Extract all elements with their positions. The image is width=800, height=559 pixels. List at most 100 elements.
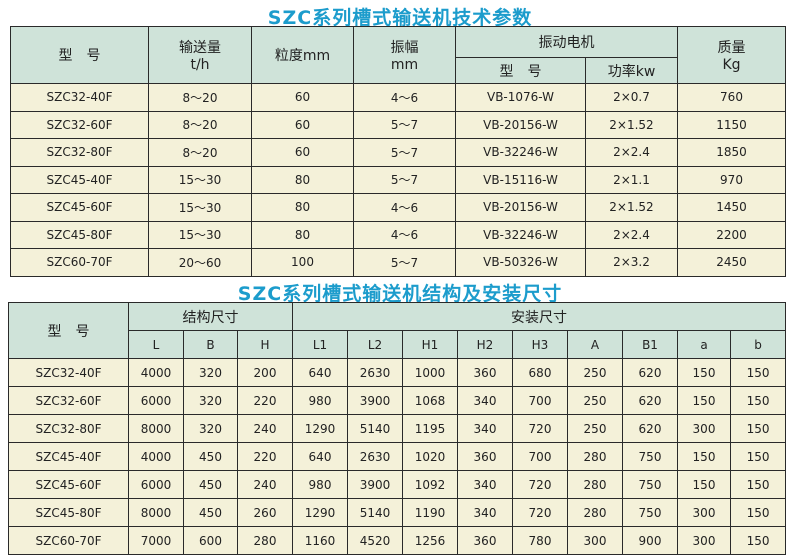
table-cell: 320 [183,414,238,443]
table-cell: VB-32246-W [455,138,586,167]
table-cell: 750 [622,442,678,471]
table-cell: SZC32-40F [8,358,129,387]
table-cell: 8000 [128,498,184,527]
table-cell: 5140 [347,498,403,527]
table-cell: 450 [183,498,238,527]
table-cell: VB-15116-W [455,165,586,194]
table-cell: 150 [729,470,787,499]
table-cell: 2×3.2 [585,248,678,277]
table-cell: 6000 [128,470,184,499]
table-cell: 200 [237,358,293,387]
table-row: SZC32-60F 6000 320 220 980 3900 1068 340 700 250 6… [8,386,787,415]
table-cell: SZC32-60F [10,110,149,139]
table-cell: 300 [567,526,623,555]
table-row: SZC32-80F 8000 320 240 1290 5140 1195 340 720 250… [8,414,787,443]
table-cell: 600 [183,526,238,555]
header-particle: 粒度mm [251,26,354,84]
table-cell: 15～30 [148,220,252,249]
table-row: SZC32-60F 8～20 60 5～7 VB-20156-W 2×1.52 1150 [10,110,786,139]
table-cell: 2630 [347,442,403,471]
table-cell: 300 [677,498,731,527]
table-cell: SZC45-80F [8,498,129,527]
header-model: 型 号 [10,26,149,84]
header-mass-label: 质量 [717,40,746,56]
table-row: SZC45-40F 15～30 80 5～7 VB-15116-W 2×1.1 970 [10,165,786,194]
table-cell: SZC32-80F [10,138,149,167]
header-model: 型 号 [8,302,129,359]
table-cell: 300 [677,414,731,443]
table-cell: 250 [567,386,623,415]
column-header: A [567,330,623,359]
column-header: B1 [622,330,678,359]
table-cell: 720 [512,414,568,443]
table-cell: VB-50326-W [455,248,586,277]
table-cell: 980 [292,470,348,499]
table-cell: 150 [677,386,731,415]
table-cell: 220 [237,386,293,415]
table2-title: SZC系列槽式输送机结构及安装尺寸 [237,283,563,305]
table-cell: 260 [237,498,293,527]
table-cell: 340 [457,470,513,499]
header-capacity-unit: t/h [190,57,210,73]
table-cell: 1290 [292,498,348,527]
header-capacity-label: 输送量 [179,40,221,56]
table-cell: VB-32246-W [455,220,586,249]
table-row: SZC32-40F 4000 320 200 640 2630 1000 360 680 250 6… [8,358,787,387]
table-cell: 4000 [128,442,184,471]
table-cell: 2×1.52 [585,110,678,139]
table-cell: SZC32-80F [8,414,129,443]
table-cell: 150 [729,386,787,415]
table-cell: 15～30 [148,193,252,222]
table-cell: 280 [237,526,293,555]
table-cell: SZC60-70F [10,248,149,277]
table-cell: 720 [512,470,568,499]
table-cell: 250 [567,414,623,443]
table-cell: 4000 [128,358,184,387]
table-cell: SZC32-60F [8,386,129,415]
table-cell: SZC45-60F [10,193,149,222]
table-cell: SZC45-40F [8,442,129,471]
dimensions-table: 型 号 结构尺寸 安装尺寸 L B H L1 L2 H1 H2 H3 A B1 a b SZC32-4… [8,302,787,555]
table-row: SZC60-70F 20～60 100 5～7 VB-50326-W 2×3.2 2450 [10,248,786,277]
table-cell: 700 [512,386,568,415]
table-cell: 240 [237,414,293,443]
table-cell: 2×1.1 [585,165,678,194]
table-cell: 360 [457,526,513,555]
column-header: a [677,330,731,359]
header-capacity: 输送量 t/h [148,26,252,84]
table-cell: 760 [677,83,786,112]
table-row: SZC45-60F 6000 450 240 980 3900 1092 340 720 280 7… [8,470,787,499]
table-cell: 8000 [128,414,184,443]
table-cell: 450 [183,470,238,499]
table-cell: 640 [292,358,348,387]
table-cell: 620 [622,414,678,443]
table-cell: 5～7 [353,248,456,277]
column-header: H [237,330,293,359]
table-row: SZC32-80F 8～20 60 5～7 VB-32246-W 2×2.4 1850 [10,138,786,167]
header-motor-power: 功率kw [585,57,678,84]
table-row: SZC32-40F 8～20 60 4～6 VB-1076-W 2×0.7 760 [10,83,786,112]
table-cell: 680 [512,358,568,387]
table-row: SZC45-80F 15～30 80 4～6 VB-32246-W 2×2.4 2200 [10,220,786,249]
table-cell: 4～6 [353,220,456,249]
table-cell: 280 [567,498,623,527]
table-cell: 5140 [347,414,403,443]
table-cell: 700 [512,442,568,471]
table-cell: 360 [457,442,513,471]
column-header: b [729,330,787,359]
header-amplitude-unit: mm [390,57,419,73]
header-mass: 质量 Kg [677,26,786,84]
table-cell: 2630 [347,358,403,387]
table-row: SZC60-70F 7000 600 280 1160 4520 1256 360 780 300… [8,526,787,555]
table-cell: 5～7 [353,110,456,139]
table-cell: 7000 [128,526,184,555]
table-cell: 300 [677,526,731,555]
table-row: SZC45-60F 15～30 80 4～6 VB-20156-W 2×1.52 1450 [10,193,786,222]
table-row: SZC45-40F 4000 450 220 640 2630 1020 360 700 280 7… [8,442,787,471]
table-cell: 60 [251,110,354,139]
technical-parameters-table: 型 号 输送量 t/h 粒度mm 振幅 mm 振动电机 质量 Kg 型 号 功率kw … [10,26,786,277]
table-cell: 2×2.4 [585,138,678,167]
table-cell: 3900 [347,386,403,415]
header-structure: 结构尺寸 [128,302,293,331]
column-header: L [128,330,184,359]
